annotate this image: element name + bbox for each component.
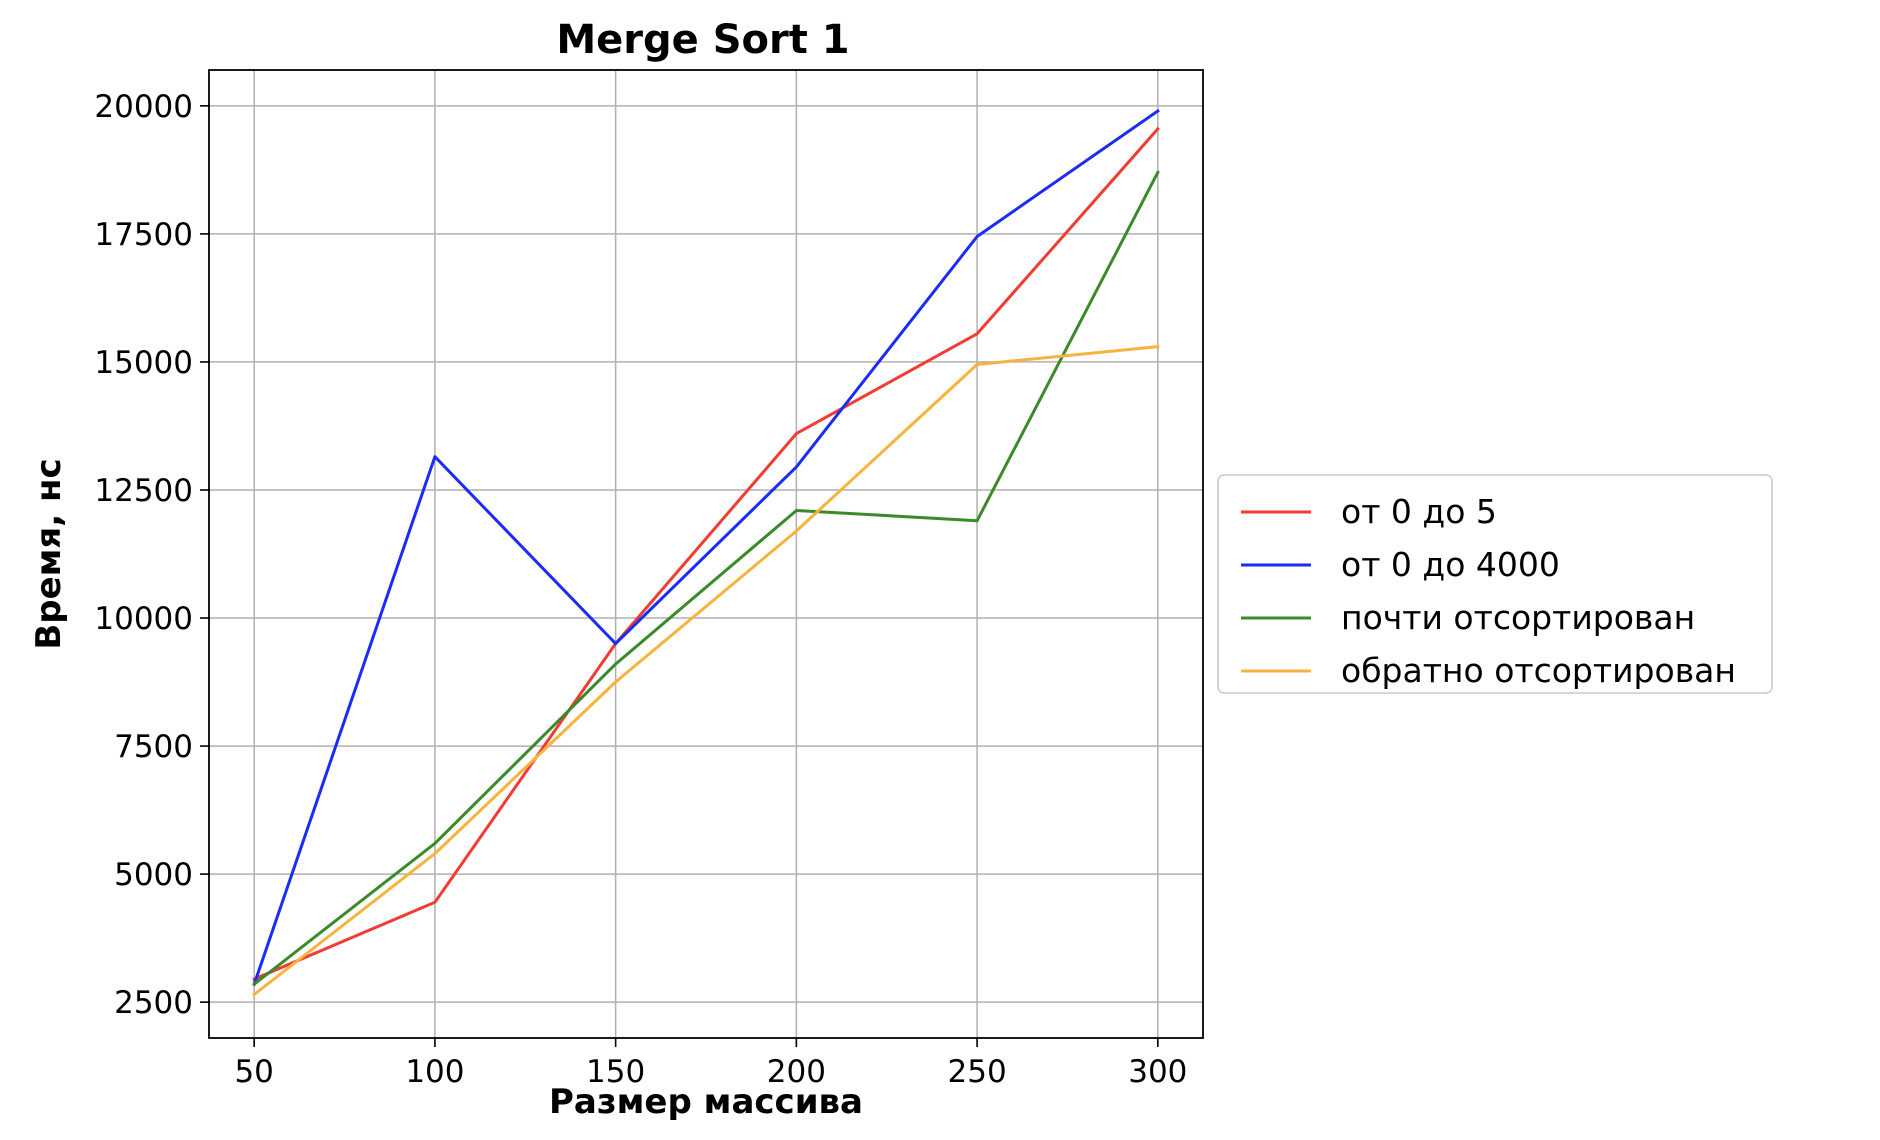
series-line-1 [252, 126, 1160, 982]
y-tick-label: 10000 [94, 601, 193, 637]
series-line-3 [252, 170, 1160, 987]
y-tick-label: 7500 [114, 729, 193, 765]
legend-label: обратно отсортирован [1341, 651, 1736, 690]
y-tick-label: 12500 [94, 473, 193, 509]
series [252, 108, 1160, 997]
legend-label: от 0 до 5 [1341, 492, 1497, 531]
y-tick-label: 5000 [114, 857, 193, 893]
y-axis-label: Время, нс [29, 458, 69, 649]
x-tick-label: 300 [1128, 1054, 1187, 1090]
legend-label: от 0 до 4000 [1341, 545, 1560, 584]
series-line-4 [252, 344, 1160, 997]
legend: от 0 до 5 от 0 до 4000 почти отсортирован о… [1217, 474, 1773, 694]
ticks: 50 100 150 200 250 300 2500 5000 7500 10000 12500 1… [94, 89, 1187, 1090]
x-tick-label: 100 [405, 1054, 464, 1090]
x-axis-label: Размер массива [549, 1082, 863, 1122]
plot-area-frame [208, 69, 1204, 1039]
chart-title: Merge Sort 1 [556, 17, 849, 63]
series-line-2 [252, 108, 1160, 987]
legend-box [1217, 474, 1773, 694]
x-tick-label: 50 [234, 1054, 273, 1090]
x-tick-label: 150 [586, 1054, 645, 1090]
legend-label: почти отсортирован [1341, 598, 1695, 637]
x-tick-label: 250 [948, 1054, 1007, 1090]
grid [209, 70, 1203, 1038]
y-tick-label: 20000 [94, 89, 193, 125]
x-tick-label: 200 [767, 1054, 826, 1090]
y-tick-label: 17500 [94, 217, 193, 253]
y-tick-label: 2500 [114, 985, 193, 1021]
y-tick-label: 15000 [94, 345, 193, 381]
